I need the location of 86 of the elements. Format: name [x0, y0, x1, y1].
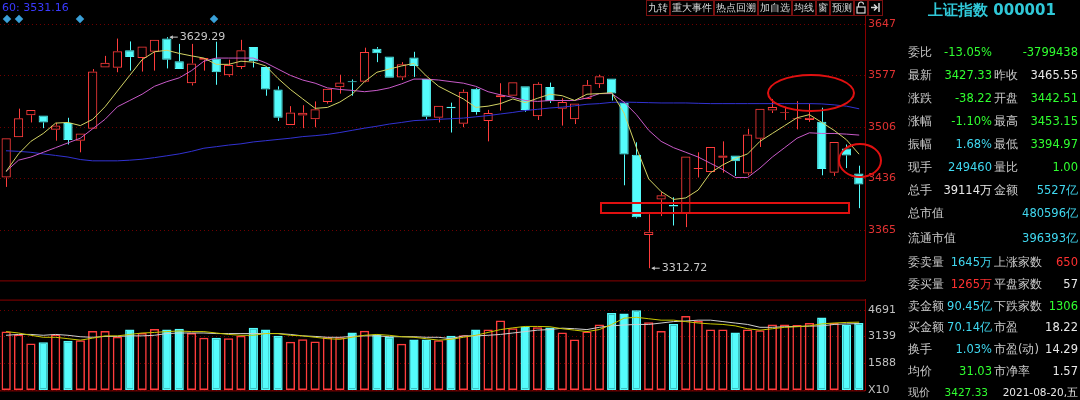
candlestick: [261, 66, 271, 97]
text: 14.29: [1045, 342, 1078, 356]
text: 1306: [1048, 299, 1078, 313]
candlestick: [421, 79, 431, 120]
annotation: 热点回溯: [714, 0, 758, 16]
text: -1.10%: [951, 114, 992, 128]
text: 涨幅: [908, 114, 932, 128]
text: 金额: [994, 183, 1018, 197]
text: 流通市值: [908, 231, 956, 245]
text: 最新: [908, 68, 932, 82]
text: 1.03%: [955, 342, 992, 356]
text: 委卖量: [908, 255, 944, 269]
text: 上证指数 000001: [927, 1, 1057, 20]
text: 3394.97: [1030, 137, 1078, 151]
text: 振幅: [908, 137, 932, 151]
text: 上涨家数: [994, 255, 1042, 269]
annotation: 60: 3531.16: [2, 1, 69, 14]
text: 市盈: [994, 320, 1018, 334]
candlestick: [162, 38, 172, 69]
text: 市净率: [994, 364, 1030, 378]
text: 70.14亿: [947, 320, 992, 334]
text: 平盘家数: [994, 277, 1042, 291]
text: 5527亿: [1036, 183, 1078, 197]
text: 市盈(动): [994, 342, 1039, 356]
text: 3442.51: [1030, 91, 1078, 105]
text: 下跌家数: [994, 299, 1042, 313]
text: 18.22: [1045, 320, 1078, 334]
text: 1.68%: [955, 137, 992, 151]
text: 480596亿: [1022, 206, 1078, 220]
text: 57: [1063, 277, 1078, 291]
text: 委比: [908, 45, 932, 59]
text: -38.22: [954, 91, 992, 105]
text: 换手: [908, 342, 932, 356]
text: 3453.15: [1030, 114, 1078, 128]
text: 3427.33: [944, 385, 988, 399]
text: 最低: [994, 137, 1018, 151]
text: 总手: [908, 183, 932, 197]
text: 249460: [948, 160, 992, 174]
text: 买金额: [908, 320, 944, 334]
text: 涨跌: [908, 91, 932, 105]
text: 1.57: [1052, 364, 1078, 378]
text: 650: [1056, 255, 1078, 269]
y-tick-label: 1588: [868, 356, 896, 370]
text: 现价: [908, 385, 930, 399]
text: 39114万: [943, 183, 992, 197]
y-tick-label: X10: [868, 383, 890, 397]
text: -3799438: [1022, 45, 1078, 59]
text: 3427.33: [944, 68, 992, 82]
y-tick-label: 3436: [868, 171, 896, 185]
annotation: 3629.29: [179, 29, 226, 43]
annotation: 窗: [816, 0, 830, 16]
y-tick-label: 3139: [868, 329, 896, 343]
annotation: 加自选: [758, 0, 792, 16]
annotation: 3312.72: [661, 261, 708, 275]
text: 1.00: [1052, 160, 1078, 174]
candlestick: [693, 151, 703, 178]
candlestick: [174, 43, 184, 70]
text: 量比: [994, 160, 1018, 174]
candlestick: [817, 107, 827, 176]
candlestick: [619, 102, 629, 186]
text: 开盘: [994, 91, 1018, 105]
text: 3465.55: [1030, 68, 1078, 82]
y-tick-label: 4691: [868, 302, 896, 316]
text: 1265万: [950, 277, 992, 291]
candlestick: [273, 85, 283, 122]
text: 90.45亿: [947, 299, 992, 313]
annotation: 均线: [792, 0, 816, 16]
annotation: 预测: [830, 0, 854, 16]
text: 现手: [908, 160, 932, 174]
text: 31.03: [959, 364, 992, 378]
text: 昨收: [994, 68, 1018, 82]
text: 总市值: [908, 206, 944, 220]
text: 1645万: [950, 255, 992, 269]
text: 2021-08-20,五: [1002, 385, 1078, 399]
text: 均价: [908, 364, 932, 378]
text: 最高: [994, 114, 1018, 128]
text: -13.05%: [944, 45, 992, 59]
y-tick-label: 3647: [868, 17, 896, 31]
annotation: 重大事件: [670, 0, 714, 16]
y-tick-label: 3506: [868, 119, 896, 133]
y-tick-label: 3365: [868, 222, 896, 236]
text: 卖金额: [908, 299, 944, 313]
text: 396393亿: [1022, 231, 1078, 245]
text: 委买量: [908, 277, 944, 291]
annotation: 九转: [646, 0, 670, 16]
y-tick-label: 3577: [868, 68, 896, 82]
